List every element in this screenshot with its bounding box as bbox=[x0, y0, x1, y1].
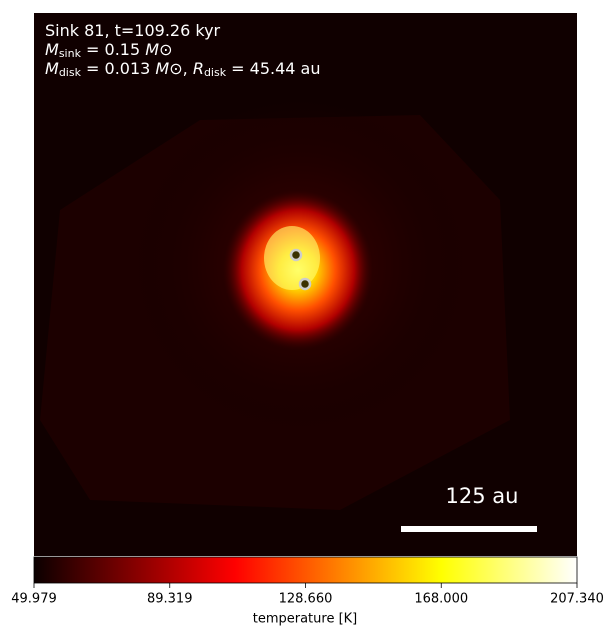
annotation-part: disk bbox=[59, 66, 82, 79]
annotation-part: , bbox=[183, 59, 193, 78]
annotation-part: = 0.15 bbox=[81, 40, 145, 59]
colorbar-tick-label: 207.340 bbox=[550, 592, 604, 607]
annotation-part: disk bbox=[204, 66, 227, 79]
colorbar-tick-label: 168.000 bbox=[414, 592, 468, 607]
colorbar-tick-label: 89.319 bbox=[147, 592, 193, 607]
colorbar-tick-label: 128.660 bbox=[279, 592, 333, 607]
annotation-part: ⊙ bbox=[169, 59, 182, 78]
annotation-part: Sink 81, t=109.26 kyr bbox=[45, 21, 221, 40]
annotation-part: M bbox=[45, 59, 59, 78]
annotation-line: Msink = 0.15 M⊙ bbox=[45, 40, 172, 61]
sink-marker bbox=[289, 248, 303, 262]
scale-bar bbox=[401, 526, 537, 532]
annotation-part: M bbox=[155, 59, 169, 78]
annotation-part: = 0.013 bbox=[81, 59, 155, 78]
annotation-line: Mdisk = 0.013 M⊙, Rdisk = 45.44 au bbox=[45, 59, 321, 80]
annotation-part: = 45.44 au bbox=[226, 59, 320, 78]
annotation-part: M bbox=[145, 40, 159, 59]
colorbar-tick-label: 49.979 bbox=[11, 592, 57, 607]
annotation-part: R bbox=[193, 59, 204, 78]
annotation-part: sink bbox=[59, 47, 82, 60]
scale-bar-label: 125 au bbox=[446, 484, 519, 508]
annotation-line: Sink 81, t=109.26 kyr bbox=[45, 21, 221, 40]
colorbar-label: temperature [K] bbox=[253, 612, 358, 627]
annotation-part: M bbox=[45, 40, 59, 59]
sink-marker bbox=[298, 277, 312, 291]
temperature-map bbox=[34, 13, 577, 556]
colorbar bbox=[33, 556, 578, 584]
annotation-part: ⊙ bbox=[159, 40, 172, 59]
